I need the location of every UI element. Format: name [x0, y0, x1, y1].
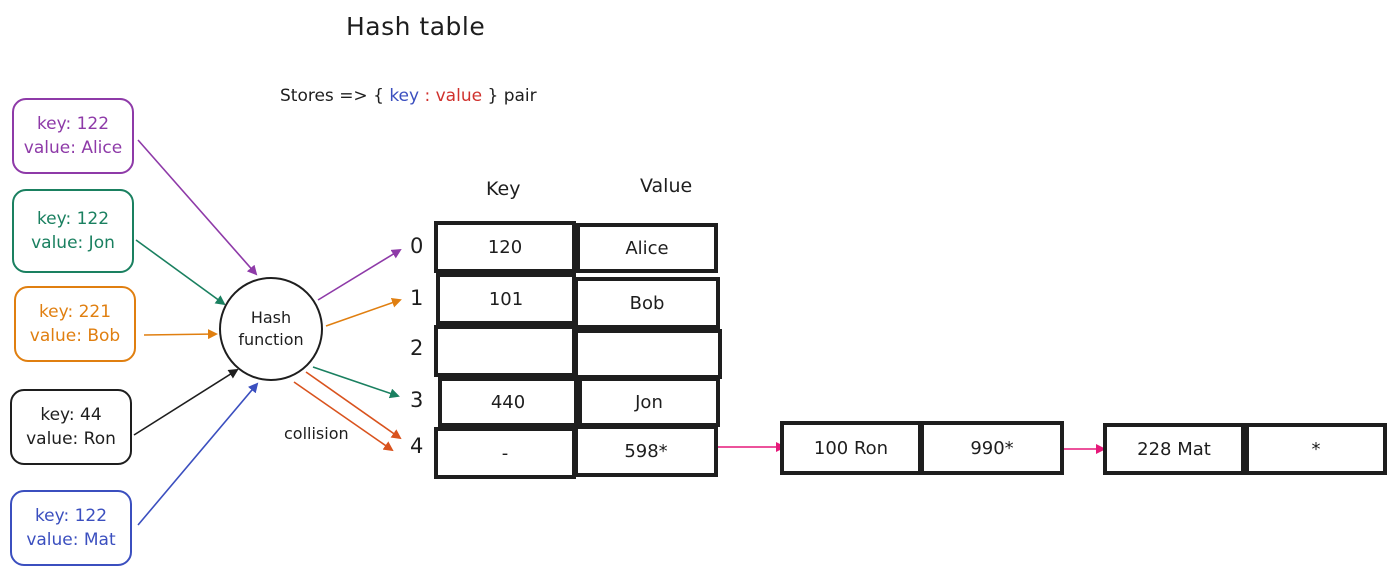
subtitle-prefix: Stores => {	[280, 86, 384, 106]
bucket-0-key: 120	[434, 221, 576, 273]
bucket-3-key: 440	[438, 377, 578, 427]
bucket-2-key	[434, 325, 576, 377]
arrow-bob-to-hash	[143, 329, 218, 340]
entry-key: key: 122	[34, 506, 108, 526]
entry-bob: key: 221 value: Bob	[14, 286, 136, 362]
arrow-hash-to-bucket-3	[312, 366, 400, 399]
chain-node-1-data: 100 Ron	[780, 421, 922, 475]
key-column-header: Key	[486, 178, 521, 200]
subtitle-colon: :	[424, 86, 431, 106]
bucket-index-2: 2	[410, 336, 424, 360]
arrow-ron-to-hash	[133, 368, 239, 436]
subtitle-suffix: } pair	[487, 86, 537, 106]
subtitle: Stores => { key : value } pair	[280, 86, 537, 106]
bucket-3-value: Jon	[578, 377, 720, 427]
entry-key: key: 221	[38, 302, 112, 322]
page-title: Hash table	[346, 12, 486, 41]
entry-key: key: 122	[36, 209, 110, 229]
bucket-index-4: 4	[410, 434, 424, 458]
entry-key: key: 122	[36, 114, 110, 134]
value-column-header: Value	[640, 175, 693, 197]
entry-value: value: Alice	[23, 138, 123, 158]
chain-node-1-pointer: 990*	[920, 421, 1064, 475]
arrow-collision-1	[305, 371, 402, 440]
bucket-1-value: Bob	[574, 277, 720, 329]
arrow-alice-to-hash	[137, 139, 258, 276]
bucket-2-value	[574, 329, 722, 379]
entry-key: key: 44	[40, 405, 102, 425]
bucket-1-key: 101	[436, 273, 576, 325]
bucket-index-0: 0	[410, 234, 424, 258]
bucket-4-key: -	[434, 427, 576, 479]
entry-mat: key: 122 value: Mat	[10, 490, 132, 566]
hash-function-node: Hash function	[219, 277, 323, 381]
bucket-0-value: Alice	[576, 223, 718, 273]
chain-node-2-pointer: *	[1245, 423, 1387, 475]
entry-alice: key: 122 value: Alice	[12, 98, 134, 174]
hash-label-line1: Hash	[250, 308, 292, 327]
arrow-jon-to-hash	[135, 239, 226, 306]
arrow-hash-to-bucket-1	[325, 297, 402, 327]
entry-value: value: Bob	[29, 326, 121, 346]
entry-ron: key: 44 value: Ron	[10, 389, 132, 465]
entry-jon: key: 122 value: Jon	[12, 189, 134, 273]
hash-label-line2: function	[238, 330, 304, 349]
entry-value: value: Jon	[31, 233, 115, 253]
collision-label: collision	[284, 424, 349, 443]
arrow-hash-to-bucket-0	[317, 248, 402, 301]
subtitle-value-word: value	[435, 86, 483, 106]
bucket-index-1: 1	[410, 286, 424, 310]
entry-value: value: Mat	[26, 530, 116, 550]
chain-node-2-data: 228 Mat	[1103, 423, 1245, 475]
bucket-4-value: 598*	[574, 425, 718, 477]
bucket-index-3: 3	[410, 388, 424, 412]
arrow-collision-2	[293, 381, 394, 452]
arrow-mat-to-hash	[137, 382, 259, 526]
entry-value: value: Ron	[26, 429, 116, 449]
subtitle-key-word: key	[389, 86, 420, 106]
